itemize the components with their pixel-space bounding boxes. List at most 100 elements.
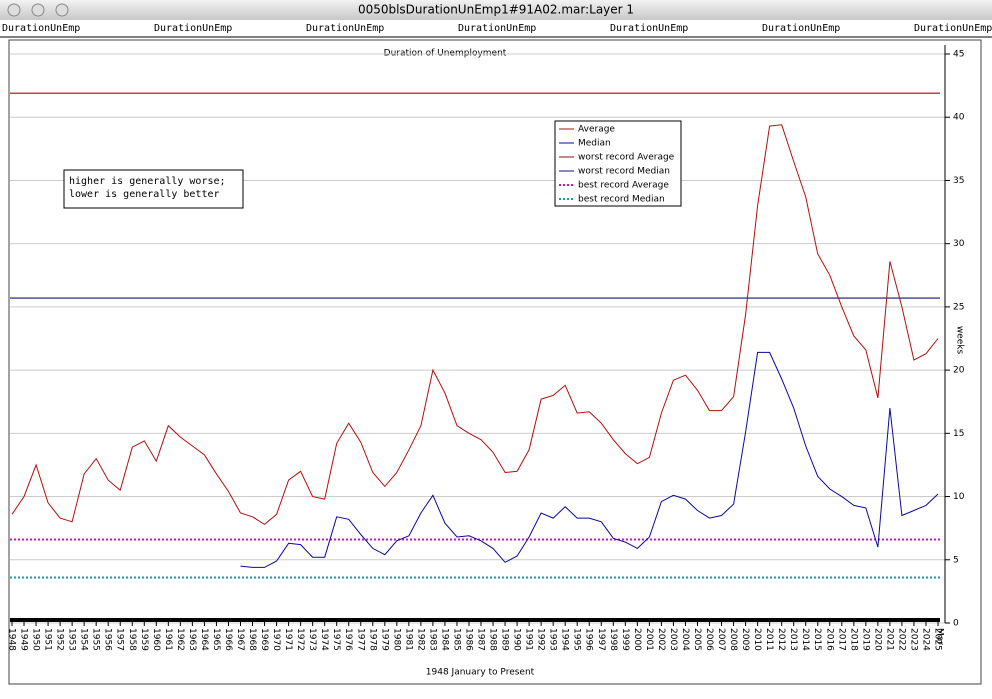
zoom-button[interactable] — [55, 3, 69, 17]
x-tick-label: 2025 — [933, 628, 943, 651]
note-text: lower is generally better — [69, 189, 220, 200]
window-title: 0050blsDurationUnEmp1#91A02.mar:Layer 1 — [358, 3, 634, 17]
y-tick-label: 25 — [953, 302, 964, 312]
header-label: DurationUnEmp — [458, 23, 536, 34]
y-axis-label: weeks — [955, 326, 965, 355]
x-tick-label: 1950 — [31, 628, 41, 651]
x-tick-label: 2010 — [752, 628, 762, 651]
x-tick-label: 1997 — [596, 628, 606, 651]
x-tick-label: 1982 — [415, 628, 425, 651]
x-tick-label: 1948 — [7, 628, 17, 651]
x-tick-label: 1987 — [476, 628, 486, 651]
x-tick-label: 2015 — [812, 628, 822, 651]
x-tick-label: 1993 — [548, 628, 558, 651]
x-tick-label: 1983 — [427, 628, 437, 651]
x-tick-label: 1965 — [211, 628, 221, 651]
header-label: DurationUnEmp — [610, 23, 688, 34]
x-tick-label: 2003 — [668, 628, 678, 651]
header-label: DurationUnEmp — [762, 23, 840, 34]
x-tick-label: 2000 — [632, 628, 642, 651]
x-tick-label: 2017 — [836, 628, 846, 651]
x-tick-label: 1989 — [500, 628, 510, 651]
x-tick-label: 1985 — [451, 628, 461, 651]
legend-label: Median — [578, 139, 611, 149]
minimize-button[interactable] — [31, 3, 45, 17]
x-tick-label: 1963 — [187, 628, 197, 651]
x-tick-label: 1973 — [307, 628, 317, 651]
x-tick-label: 1976 — [343, 628, 353, 651]
data-line — [240, 351, 939, 568]
x-tick-label: 1981 — [403, 628, 413, 651]
y-tick-label: 20 — [953, 366, 965, 376]
x-tick-label: 1979 — [379, 628, 389, 651]
x-tick-label: 1988 — [488, 628, 498, 651]
x-tick-label: 1962 — [175, 628, 185, 651]
x-tick-label: 2014 — [800, 628, 810, 651]
x-tick-label: 1964 — [199, 628, 209, 651]
x-tick-label: 2024 — [920, 628, 930, 651]
y-tick-label: 35 — [953, 176, 964, 186]
close-button[interactable] — [7, 3, 21, 17]
x-tick-label: 1984 — [439, 628, 449, 651]
x-tick-label: 2011 — [764, 628, 774, 651]
x-tick-label: 2002 — [656, 628, 666, 651]
x-tick-label: 1960 — [151, 628, 161, 651]
x-tick-label: 2006 — [704, 628, 714, 651]
x-tick-label: 1952 — [55, 628, 65, 651]
legend-label: worst record Median — [578, 167, 670, 177]
header-label: DurationUnEmp — [2, 23, 80, 34]
x-tick-label: 2018 — [848, 628, 858, 651]
x-tick-label: 1990 — [512, 628, 522, 651]
data-line — [11, 124, 939, 526]
header-label: DurationUnEmp — [914, 23, 992, 34]
header-label: DurationUnEmp — [154, 23, 232, 34]
x-tick-label: 1966 — [223, 628, 233, 651]
x-tick-label: 2021 — [884, 628, 894, 651]
x-tick-label: 1951 — [43, 628, 53, 651]
x-tick-label: 2016 — [824, 628, 834, 651]
x-tick-label: 1991 — [524, 628, 534, 651]
x-tick-label: 2022 — [896, 628, 906, 651]
x-tick-label: 2012 — [776, 628, 786, 651]
x-tick-label: 2008 — [728, 628, 738, 651]
x-tick-label: 1968 — [247, 628, 257, 651]
x-tick-label: 1994 — [560, 628, 570, 651]
y-tick-label: 5 — [953, 555, 959, 565]
x-tick-label: 1971 — [283, 628, 293, 651]
x-tick-label: 1970 — [271, 628, 281, 651]
y-tick-label: 10 — [953, 492, 965, 502]
x-tick-label: 2004 — [680, 628, 690, 651]
header-label: DurationUnEmp — [306, 23, 384, 34]
x-tick-label: 1999 — [620, 628, 630, 651]
x-tick-label: 2001 — [644, 628, 654, 651]
note-text: higher is generally worse; — [69, 176, 226, 187]
x-tick-label: 1956 — [103, 628, 113, 651]
x-end-label: Mar — [935, 628, 945, 645]
x-tick-label: 1959 — [139, 628, 149, 651]
x-tick-label: 1949 — [19, 628, 29, 651]
title-bar — [0, 0, 992, 20]
x-tick-label: 1975 — [331, 628, 341, 651]
x-tick-label: 2019 — [860, 628, 870, 651]
x-tick-label: 1986 — [463, 628, 473, 651]
x-tick-label: 1977 — [355, 628, 365, 651]
x-tick-label: 2005 — [692, 628, 702, 651]
x-tick-label: 1967 — [235, 628, 245, 651]
x-tick-label: 1958 — [127, 628, 137, 651]
legend-box — [554, 120, 682, 207]
x-tick-label: 1957 — [115, 628, 125, 651]
x-tick-label: 1954 — [79, 628, 89, 651]
note-box — [63, 169, 244, 209]
x-axis-label: 1948 January to Present — [426, 668, 535, 678]
x-tick-label: 1980 — [391, 628, 401, 651]
x-tick-label: 1974 — [319, 628, 329, 651]
y-tick-label: 15 — [953, 429, 964, 439]
x-tick-label: 2013 — [788, 628, 798, 651]
legend-label: worst record Average — [578, 153, 675, 163]
x-tick-label: 1953 — [67, 628, 77, 651]
legend-label: Average — [578, 125, 615, 135]
x-tick-label: 1996 — [584, 628, 594, 651]
x-tick-label: 1972 — [295, 628, 305, 651]
legend-label: best record Median — [578, 195, 665, 205]
